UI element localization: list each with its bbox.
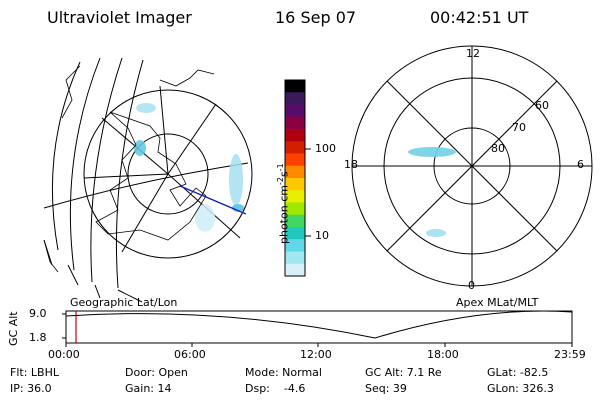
mlt-label-0: 0	[468, 279, 475, 292]
colorbar-label-10: 10	[315, 229, 329, 242]
mlat-label-60: 60	[535, 99, 549, 112]
x-tick-1800: 18:00	[427, 348, 459, 361]
filter-info: Flt: LBHL	[10, 366, 59, 379]
x-tick-0000: 00:00	[48, 348, 80, 361]
time-label: 00:42:51 UT	[430, 8, 529, 27]
colorbar-segment	[285, 214, 305, 228]
polar-aurora	[408, 147, 456, 237]
polar-panel	[351, 45, 593, 287]
instrument-title: Ultraviolet Imager	[47, 8, 192, 27]
apex-label: Apex MLat/MLT	[456, 296, 539, 309]
date-label: 16 Sep 07	[275, 8, 357, 27]
colorbar-segment	[285, 92, 305, 105]
colorbar	[285, 80, 305, 277]
colorbar-segment	[285, 251, 305, 265]
colorbar-segment	[285, 202, 305, 216]
colorbar-segment	[285, 80, 305, 93]
geographic-panel	[43, 57, 253, 303]
mlat-label-70: 70	[512, 121, 526, 134]
gc-alt-info: GC Alt: 7.1 Re	[365, 366, 442, 379]
dsp-info: Dsp: -4.6	[245, 382, 306, 395]
door-info: Door: Open	[125, 366, 188, 379]
gc-alt-axis-label: GC Alt	[7, 311, 20, 346]
glat-info: GLat: -82.5	[487, 366, 549, 379]
geographic-label: Geographic Lat/Lon	[70, 296, 178, 309]
colorbar-segment	[285, 263, 305, 277]
ip-info: IP: 36.0	[10, 382, 52, 395]
colorbar-unit-exp2: -1	[276, 163, 285, 172]
colorbar-unit-base: photon cm	[277, 185, 291, 244]
timeline-plot	[62, 310, 573, 347]
seq-info: Seq: 39	[365, 382, 407, 395]
mode-info: Mode: Normal	[245, 366, 322, 379]
colorbar-segment	[285, 165, 305, 179]
x-tick-2359: 23:59	[554, 348, 586, 361]
colorbar-segment	[285, 116, 305, 130]
colorbar-segment	[285, 129, 305, 142]
colorbar-segment	[285, 141, 305, 154]
colorbar-frame	[284, 79, 306, 277]
colorbar-unit-mid: s	[277, 171, 291, 178]
y-tick-1-8: 1.8	[29, 331, 47, 344]
colorbar-segment	[285, 104, 305, 118]
x-tick-1200: 12:00	[300, 348, 332, 361]
colorbar-segment	[285, 239, 305, 252]
colorbar-segment	[285, 178, 305, 191]
mlt-label-6: 6	[577, 158, 584, 171]
colorbar-unit-exp1: -2	[276, 177, 285, 186]
gain-info: Gain: 14	[125, 382, 172, 395]
x-tick-0600: 06:00	[174, 348, 206, 361]
colorbar-label-100: 100	[315, 142, 336, 155]
colorbar-segment	[285, 190, 305, 203]
mlt-label-12: 12	[466, 47, 480, 60]
glon-info: GLon: 326.3	[487, 382, 554, 395]
colorbar-segment	[285, 153, 305, 167]
mlat-label-80: 80	[491, 142, 505, 155]
colorbar-unit-label: photon cm-2s-1	[266, 131, 291, 251]
mlt-label-18: 18	[344, 158, 358, 171]
y-tick-9: 9.0	[29, 307, 47, 320]
colorbar-segment	[285, 227, 305, 240]
